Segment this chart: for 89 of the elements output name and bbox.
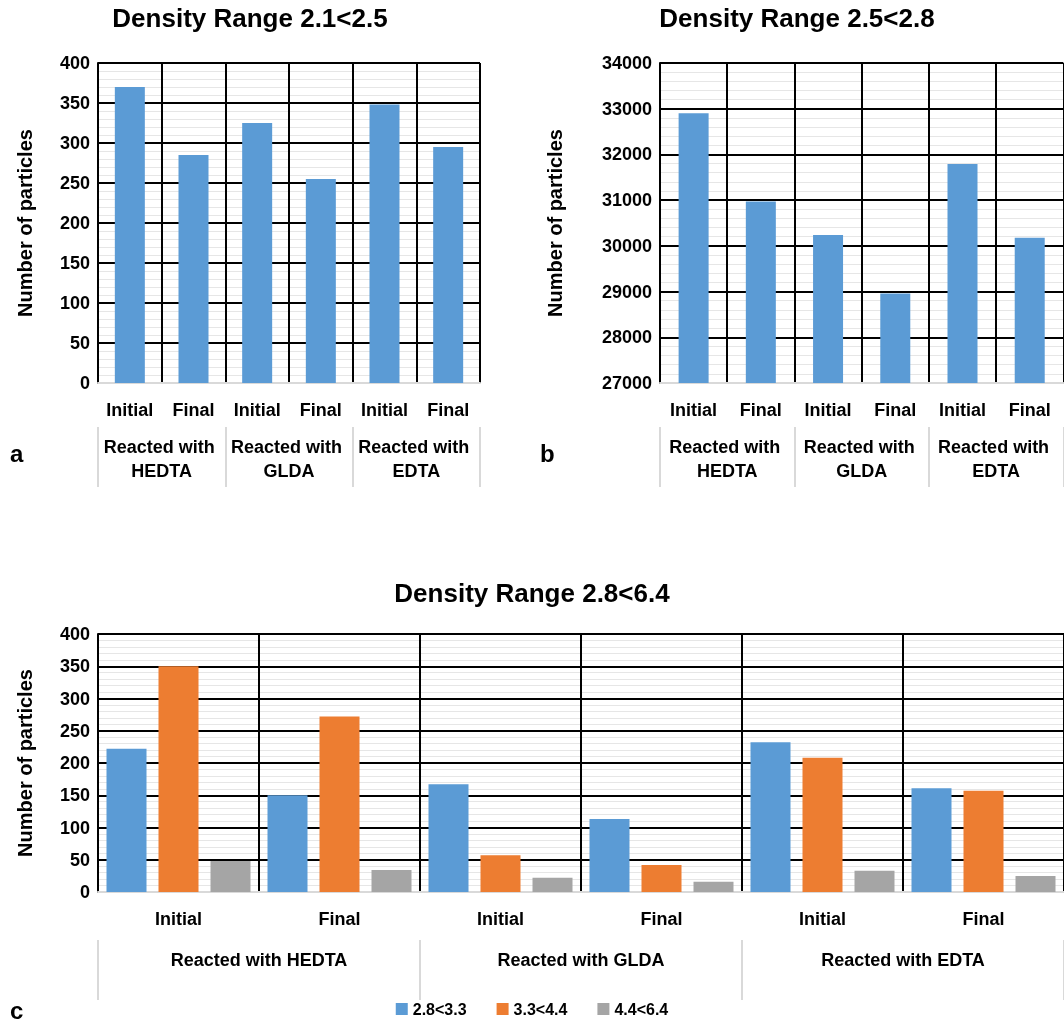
y-tick-label: 250 — [59, 173, 90, 193]
bar — [1015, 875, 1056, 892]
bar — [750, 742, 791, 892]
y-tick-label: 29000 — [601, 281, 652, 302]
chart-title: Density Range 2.1<2.5 — [112, 3, 388, 33]
bar — [480, 855, 521, 892]
bar — [802, 757, 843, 892]
y-tick-label: 400 — [59, 624, 90, 644]
bar — [433, 147, 464, 383]
y-tick-label: 50 — [69, 333, 90, 353]
text: c — [10, 996, 24, 1022]
text: Reacted with EDTA — [938, 437, 1055, 481]
text: b — [540, 439, 555, 467]
x-tick-label: Initial — [154, 909, 203, 929]
y-tick-label: 350 — [59, 93, 90, 113]
x-tick-label: Initial — [233, 400, 281, 420]
bar — [114, 87, 145, 383]
x-tick-label: Final — [1008, 400, 1051, 420]
bar — [106, 748, 147, 892]
y-axis-title: Number of particles — [544, 129, 566, 317]
x-tick-label: Final — [962, 909, 1005, 929]
x-tick-label: Final — [640, 909, 683, 929]
y-tick-label: 150 — [59, 253, 90, 273]
y-tick-label: 350 — [59, 656, 90, 677]
y-tick-label: 100 — [59, 817, 90, 838]
text: a — [10, 439, 24, 467]
bar — [267, 795, 308, 892]
chart-title: Density Range 2.5<2.8 — [659, 3, 935, 33]
x-tick-label: Final — [299, 400, 342, 420]
y-tick-label: 200 — [59, 213, 90, 233]
legend-label: 3.3<4.4 — [513, 1000, 568, 1018]
bar — [532, 877, 573, 892]
x-tick-label: Initial — [938, 400, 987, 420]
y-tick-label: 300 — [59, 133, 90, 153]
y-tick-label: 0 — [79, 373, 90, 393]
y-tick-label: 300 — [59, 688, 90, 709]
bar — [158, 666, 199, 892]
y-tick-label: 32000 — [601, 144, 652, 165]
x-tick-label: Initial — [360, 400, 409, 420]
y-axis-title: Number of particles — [14, 669, 36, 857]
legend-label: 2.8<3.3 — [412, 1000, 467, 1018]
y-tick-label: 27000 — [601, 373, 652, 393]
bar — [641, 864, 682, 892]
chart-title: Density Range 2.8<6.4 — [394, 578, 671, 608]
y-tick-label: 200 — [59, 753, 90, 773]
x-tick-label: Final — [739, 400, 782, 420]
x-tick-label: Final — [874, 400, 917, 420]
text: Reacted with HEDTA — [669, 437, 786, 481]
y-axis-title: Number of particles — [14, 129, 36, 317]
x-tick-label: Initial — [476, 909, 525, 929]
bar — [319, 716, 360, 892]
bar — [693, 881, 734, 892]
y-tick-label: 150 — [59, 785, 90, 806]
y-tick-label: 31000 — [601, 190, 652, 211]
bar — [178, 155, 209, 383]
text: Reacted with HEDTA — [170, 950, 348, 970]
bar — [854, 870, 895, 892]
x-tick-label: Final — [172, 400, 215, 420]
y-tick-label: 34000 — [601, 53, 652, 73]
bar — [242, 123, 273, 383]
bar — [589, 819, 630, 892]
bar — [305, 179, 336, 383]
y-tick-label: 0 — [79, 882, 90, 902]
text: Reacted with HEDTA — [103, 437, 220, 481]
x-tick-label: Initial — [798, 909, 847, 929]
y-tick-label: 30000 — [601, 235, 652, 256]
bar — [963, 790, 1004, 892]
x-tick-label: Final — [427, 400, 470, 420]
bar — [371, 870, 412, 892]
x-tick-label: Initial — [670, 400, 718, 420]
y-tick-label: 33000 — [601, 98, 652, 119]
bar — [911, 788, 952, 892]
text: Reacted with GLDA — [230, 437, 348, 481]
bar — [369, 104, 400, 383]
text: Reacted with GLDA — [497, 950, 665, 970]
legend-label: 4.4<6.4 — [614, 1000, 669, 1018]
y-tick-label: 400 — [59, 53, 90, 73]
y-tick-label: 250 — [59, 720, 90, 741]
y-tick-label: 28000 — [601, 327, 652, 348]
text: Reacted with GLDA — [803, 437, 920, 481]
text: Reacted with EDTA — [358, 437, 475, 481]
x-tick-label: Initial — [106, 400, 154, 420]
y-tick-label: 100 — [59, 293, 90, 313]
bar — [428, 784, 469, 892]
x-tick-label: Final — [318, 909, 361, 929]
bar — [210, 861, 251, 892]
text: Reacted with EDTA — [821, 950, 985, 970]
x-tick-label: Initial — [804, 400, 852, 420]
y-tick-label: 50 — [69, 849, 90, 870]
